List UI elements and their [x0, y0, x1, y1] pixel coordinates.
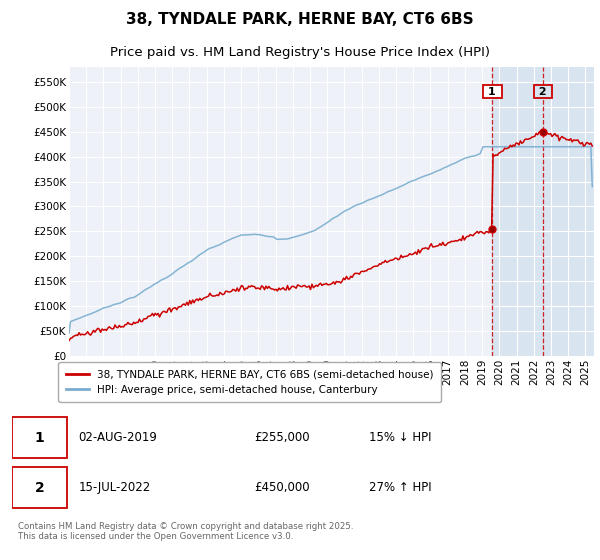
- Text: 1: 1: [34, 431, 44, 445]
- Text: 02-AUG-2019: 02-AUG-2019: [78, 431, 157, 444]
- FancyBboxPatch shape: [12, 467, 67, 508]
- Text: £450,000: £450,000: [254, 481, 310, 494]
- Text: Contains HM Land Registry data © Crown copyright and database right 2025.
This d: Contains HM Land Registry data © Crown c…: [18, 522, 353, 542]
- Text: 27% ↑ HPI: 27% ↑ HPI: [369, 481, 432, 494]
- Text: Price paid vs. HM Land Registry's House Price Index (HPI): Price paid vs. HM Land Registry's House …: [110, 46, 490, 59]
- Text: 15-JUL-2022: 15-JUL-2022: [78, 481, 151, 494]
- Text: 1: 1: [484, 87, 500, 97]
- Text: 15% ↓ HPI: 15% ↓ HPI: [369, 431, 431, 444]
- Text: 38, TYNDALE PARK, HERNE BAY, CT6 6BS: 38, TYNDALE PARK, HERNE BAY, CT6 6BS: [126, 12, 474, 26]
- Bar: [492, 67, 594, 356]
- Legend: 38, TYNDALE PARK, HERNE BAY, CT6 6BS (semi-detached house), HPI: Average price, : 38, TYNDALE PARK, HERNE BAY, CT6 6BS (se…: [58, 362, 441, 402]
- Text: 2: 2: [535, 87, 551, 97]
- Text: £255,000: £255,000: [254, 431, 310, 444]
- FancyBboxPatch shape: [12, 417, 67, 458]
- Text: 2: 2: [34, 480, 44, 494]
